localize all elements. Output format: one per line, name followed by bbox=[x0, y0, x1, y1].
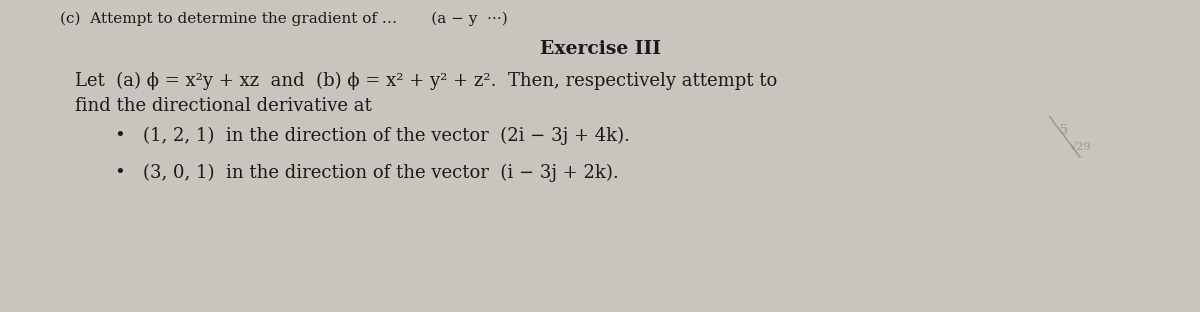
Text: Let  (a) ϕ = x²y + xz  and  (b) ϕ = x² + y² + z².  Then, respectively attempt to: Let (a) ϕ = x²y + xz and (b) ϕ = x² + y²… bbox=[74, 72, 778, 90]
Text: √29: √29 bbox=[1070, 142, 1091, 152]
Text: find the directional derivative at: find the directional derivative at bbox=[74, 97, 372, 115]
Text: •   (3, 0, 1)  in the direction of the vector  (i − 3j + 2k).: • (3, 0, 1) in the direction of the vect… bbox=[115, 164, 619, 182]
Text: •   (1, 2, 1)  in the direction of the vector  (2i − 3j + 4k).: • (1, 2, 1) in the direction of the vect… bbox=[115, 127, 630, 145]
Text: 5: 5 bbox=[1060, 124, 1068, 137]
Text: (c)  Attempt to determine the gradient of …       (a − y  ···): (c) Attempt to determine the gradient of… bbox=[60, 12, 508, 27]
Text: Exercise III: Exercise III bbox=[540, 40, 660, 58]
